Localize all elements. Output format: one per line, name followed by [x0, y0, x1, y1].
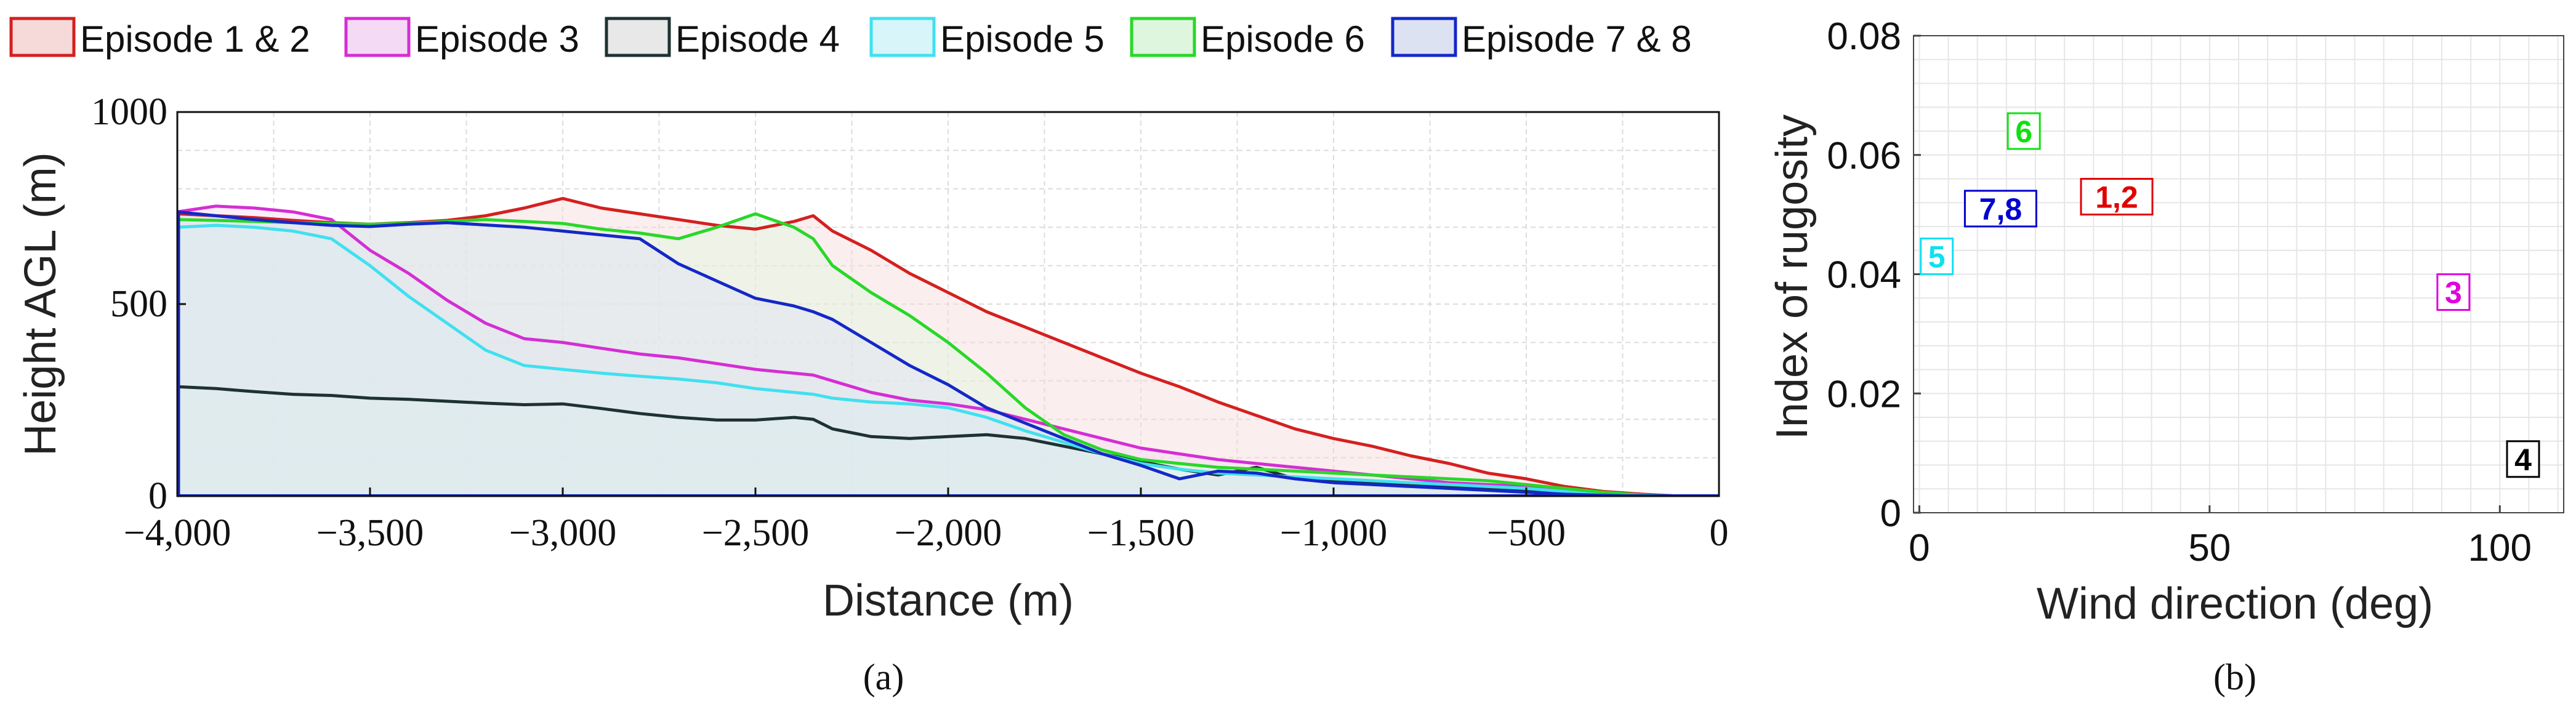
- panel-b-ytick-label: 0.06: [1827, 135, 1901, 177]
- point-marker-box: [2506, 440, 2540, 478]
- series-line-6: [177, 210, 1719, 496]
- legend-swatch: [605, 17, 671, 57]
- panel-b-rugosity-scatter: 0 50 100 0 0.02 0.04 0.06 0.08 1,2 3 4 5 6 7,8 Wind …: [1768, 15, 2564, 697]
- panel-a-xlabel: Distance (m): [823, 576, 1074, 625]
- panel-a-xtick-label: −3,500: [316, 512, 424, 554]
- panel-a-xtick-label: −2,500: [702, 512, 809, 554]
- legend-item-5: Episode 6: [1130, 17, 1365, 60]
- series-area-3: [177, 387, 1719, 496]
- series-line-3: [177, 385, 1719, 496]
- panel-b-ytick-label: 0.04: [1827, 254, 1901, 297]
- series-area-6: [177, 212, 1719, 496]
- legend-item-3: Episode 4: [605, 17, 840, 60]
- panel-b-ytick-label: 0: [1880, 492, 1901, 535]
- legend-swatch: [9, 17, 76, 57]
- panel-b-xtick-label: 0: [1909, 527, 1930, 569]
- point-label: 5: [1928, 239, 1946, 274]
- scatter-point-1: 1,2: [2080, 178, 2154, 216]
- panel-a-xtick-label: −3,000: [509, 512, 616, 554]
- panel-a-ylabel: Height AGL (m): [16, 152, 65, 456]
- panel-a-xtick-label: −2,000: [895, 512, 1002, 554]
- panel-a-ytick-label: 0: [148, 475, 167, 517]
- point-marker-box: [1963, 190, 2037, 228]
- point-marker-box: [2080, 178, 2154, 216]
- legend: Episode 1 & 2 Episode 3 Episode 4 Episode 5…: [9, 17, 1692, 60]
- legend-swatch: [1130, 17, 1196, 57]
- legend-label: Episode 4: [675, 18, 840, 60]
- series-line-4: [177, 223, 1719, 496]
- series-area-2: [177, 206, 1719, 496]
- point-label: 3: [2445, 276, 2462, 310]
- panel-b-ytick-label: 0.02: [1827, 373, 1901, 415]
- panel-a-label: (a): [863, 657, 904, 697]
- legend-label: Episode 7 & 8: [1462, 18, 1692, 60]
- point-marker-box: [2006, 112, 2041, 150]
- point-label: 7,8: [1979, 192, 2023, 227]
- panel-a-ytick-label: 1000: [91, 91, 167, 133]
- panel-b-points: 1,2 3 4 5 6 7,8: [1920, 112, 2540, 478]
- scatter-point-5: 6: [2006, 112, 2041, 150]
- point-label: 1,2: [2095, 180, 2138, 215]
- series-area-4: [177, 225, 1719, 496]
- panel-a-ytick-label: 500: [110, 283, 167, 325]
- legend-item-2: Episode 3: [344, 17, 579, 60]
- point-marker-box: [1920, 237, 1954, 275]
- panel-a-series-areas: [177, 196, 1719, 496]
- point-marker-box: [2436, 273, 2471, 311]
- panel-a-xtick-label: −1,500: [1087, 512, 1194, 554]
- legend-swatch: [869, 17, 936, 57]
- panel-b-ticks: 0 50 100 0 0.02 0.04 0.06 0.08: [1827, 15, 2532, 569]
- legend-label: Episode 1 & 2: [80, 18, 310, 60]
- legend-label: Episode 6: [1201, 18, 1365, 60]
- panel-a-xtick-label: −4,000: [124, 512, 231, 554]
- panel-b-xtick-label: 50: [2188, 527, 2231, 569]
- point-label: 6: [2015, 114, 2032, 149]
- point-label: 4: [2514, 443, 2532, 477]
- panel-a-height-profile: −4,000 −3,500 −3,000 −2,500 −2,000 −1,500 −1,0…: [16, 91, 1729, 697]
- panel-a-xtick-label: 0: [1710, 512, 1729, 554]
- legend-label: Episode 5: [940, 18, 1105, 60]
- legend-swatch: [344, 17, 411, 57]
- panel-a-ticks: −4,000 −3,500 −3,000 −2,500 −2,000 −1,500 −1,0…: [91, 91, 1729, 554]
- panel-b-xlabel: Wind direction (deg): [2037, 579, 2433, 628]
- series-area-1: [177, 198, 1719, 496]
- panel-b-ytick-label: 0.08: [1827, 15, 1901, 58]
- scatter-point-3: 4: [2506, 440, 2540, 478]
- series-area-5: [177, 214, 1719, 496]
- panel-b-ylabel: Index of rugosity: [1768, 114, 1817, 439]
- legend-label: Episode 3: [415, 18, 579, 60]
- scatter-point-2: 3: [2436, 273, 2471, 311]
- legend-swatch: [1391, 17, 1457, 57]
- panel-b-label: (b): [2213, 657, 2256, 697]
- legend-item-6: Episode 7 & 8: [1391, 17, 1692, 60]
- legend-item-4: Episode 5: [869, 17, 1105, 60]
- panel-b-xtick-label: 100: [2468, 527, 2532, 569]
- scatter-point-4: 5: [1920, 237, 1954, 275]
- series-line-2: [177, 204, 1719, 496]
- panel-a-xtick-label: −500: [1487, 512, 1566, 554]
- panel-a-xtick-label: −1,000: [1280, 512, 1387, 554]
- scatter-point-6: 7,8: [1963, 190, 2037, 228]
- legend-item-1: Episode 1 & 2: [9, 17, 310, 60]
